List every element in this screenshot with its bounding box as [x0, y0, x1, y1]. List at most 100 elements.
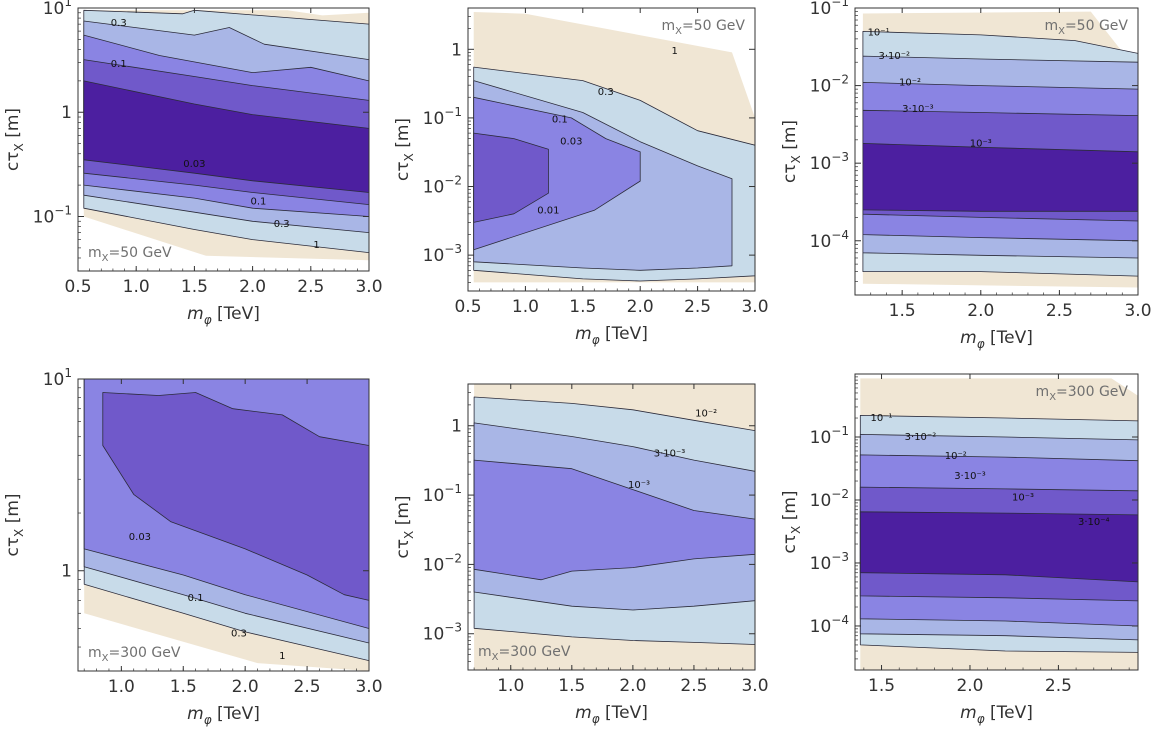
- y-tick-label: 10−1: [423, 105, 462, 129]
- contour-area: [83, 379, 369, 671]
- x-tick-label: 0.5: [64, 277, 91, 297]
- mass-label: mX=50 GeV: [88, 245, 172, 264]
- x-tick-label: 1.0: [512, 297, 539, 317]
- panel-top-left: 0.3 0.1 0.03 0.1 0.3 1 mX=50 GeV 0.5 1.0 1.5 2.0 2.…: [3, 0, 383, 327]
- y-tick-label: 10−2: [810, 487, 849, 511]
- plot-frame: [467, 7, 756, 292]
- y-tick-label: 10−3: [810, 550, 849, 574]
- y-tick-label: 10−3: [810, 150, 849, 174]
- contour-band-5: [83, 80, 369, 193]
- y-axis-label: cτX [m]: [780, 120, 803, 183]
- y-tick-label: 10−3: [423, 242, 462, 266]
- y-tick-label: 10−1: [33, 203, 72, 227]
- contour-band-5: [862, 142, 1138, 212]
- x-tick-label: 1.5: [569, 297, 596, 317]
- y-tick-label: 10−4: [810, 228, 849, 252]
- panel-top-middle: 1 0.3 0.1 0.03 0.01 mX=50 GeV 0.5 1.0 1.5 2.0 2.5 3…: [393, 7, 769, 347]
- contour-label: 0.3: [598, 87, 614, 98]
- contour-area: [83, 9, 369, 261]
- contour-label: 3·10⁻⁴: [1078, 517, 1110, 528]
- contour-label: 10⁻²: [899, 77, 921, 88]
- x-tick-label: 1.5: [868, 676, 895, 696]
- x-tick-label: 3.0: [355, 677, 382, 697]
- contour-band-5: [859, 511, 1138, 583]
- contour-label: 10⁻³: [1012, 492, 1034, 503]
- x-tick-label: 3.0: [355, 277, 382, 297]
- y-tick-label: 10−1: [810, 424, 849, 448]
- contour-label: 0.1: [250, 196, 266, 207]
- contour-area: [473, 384, 755, 670]
- y-tick-label: 1: [61, 103, 72, 123]
- x-axis-label: mφ [TeV]: [187, 304, 260, 327]
- contour-label: 1: [313, 240, 319, 251]
- contour-label: 1: [279, 651, 285, 662]
- contour-label: 10⁻¹: [868, 28, 890, 39]
- x-tick-label: 1.0: [108, 677, 135, 697]
- panel-top-right: 10⁻¹ 3·10⁻² 10⁻² 3·10⁻³ 10⁻³ mX=50 GeV 1.5 2.0 2…: [780, 0, 1152, 351]
- y-tick-label: 10−2: [423, 174, 462, 198]
- x-tick-label: 3.0: [1124, 301, 1151, 321]
- contour-label: 10⁻³: [970, 138, 992, 149]
- contour-label: 3·10⁻³: [902, 104, 934, 115]
- x-tick-label: 3.0: [741, 676, 768, 696]
- x-tick-label: 2.0: [232, 677, 259, 697]
- mass-label: mX=50 GeV: [1044, 18, 1128, 37]
- contour-band-4: [102, 392, 369, 601]
- mass-label: mX=300 GeV: [478, 644, 571, 663]
- x-tick-label: 0.5: [454, 297, 481, 317]
- panel-bottom-left: 0.03 0.1 0.3 1 mX=300 GeV 1.0 1.5 2.0 2.5 3.0 1 101…: [3, 366, 383, 727]
- contour-label: 0.3: [231, 629, 247, 640]
- x-tick-label: 1.5: [889, 301, 916, 321]
- x-tick-label: 1.5: [170, 677, 197, 697]
- contour-label: 0.03: [129, 532, 151, 543]
- x-tick-label: 2.0: [627, 297, 654, 317]
- plot-frame: [854, 373, 1139, 671]
- x-axis-label: mφ [TeV]: [575, 324, 648, 347]
- x-tick-label: 1.0: [497, 676, 524, 696]
- plot-frame: [77, 7, 370, 272]
- x-axis-label: mφ [TeV]: [575, 703, 648, 726]
- y-tick-label: 10−4: [810, 613, 849, 637]
- contour-label: 1: [671, 46, 677, 57]
- contour-label: 0.1: [111, 59, 127, 70]
- x-tick-label: 2.0: [956, 676, 983, 696]
- mass-label: mX=300 GeV: [88, 645, 181, 664]
- panel-bottom-middle: 10⁻² 3·10⁻³ 10⁻³ mX=300 GeV 1.0 1.5 2.0 2.5 3.0 1…: [393, 383, 769, 726]
- plot-frame: [77, 378, 370, 672]
- y-tick-label: 10−2: [810, 73, 849, 97]
- contour-label: 0.03: [560, 137, 582, 148]
- y-tick-label: 1: [451, 417, 462, 437]
- y-tick-label: 1: [451, 40, 462, 60]
- x-tick-label: 1.5: [181, 277, 208, 297]
- y-tick-label: 10−3: [423, 621, 462, 645]
- contour-label: 3·10⁻³: [954, 471, 986, 482]
- y-tick-label: 101: [43, 0, 72, 19]
- plot-frame: [467, 383, 756, 671]
- contour-label: 3·10⁻²: [905, 432, 937, 443]
- contour-label: 0.3: [274, 219, 290, 230]
- y-axis-label: cτX [m]: [393, 118, 416, 181]
- contour-band-4: [473, 132, 549, 223]
- y-tick-label: 10−1: [810, 0, 849, 19]
- y-axis-label: cτX [m]: [3, 108, 26, 171]
- x-tick-label: 2.5: [680, 676, 707, 696]
- contour-area: [859, 378, 1138, 670]
- y-axis-label: cτX [m]: [780, 490, 803, 553]
- mass-label: mX=300 GeV: [1036, 384, 1129, 403]
- x-tick-label: 2.0: [967, 301, 994, 321]
- contour-label: 0.1: [188, 593, 204, 604]
- panel-bottom-right: 10⁻¹ 3·10⁻² 10⁻² 3·10⁻³ 10⁻³ 3·10⁻⁴ mX=300 GeV…: [780, 373, 1139, 726]
- mass-label: mX=50 GeV: [661, 18, 745, 37]
- x-tick-label: 1.0: [123, 277, 150, 297]
- y-axis-label: cτX [m]: [3, 493, 26, 556]
- x-tick-label: 3.0: [741, 297, 768, 317]
- x-tick-label: 1.5: [558, 676, 585, 696]
- x-axis-label: mφ [TeV]: [960, 703, 1033, 726]
- contour-label: 3·10⁻³: [654, 448, 686, 459]
- contour-label: 0.01: [537, 205, 559, 216]
- x-axis-label: mφ [TeV]: [187, 704, 260, 727]
- y-tick-label: 1: [61, 562, 72, 582]
- contour-label: 10⁻²: [945, 451, 967, 462]
- y-tick-label: 10−2: [423, 551, 462, 575]
- y-tick-label: 101: [43, 366, 72, 390]
